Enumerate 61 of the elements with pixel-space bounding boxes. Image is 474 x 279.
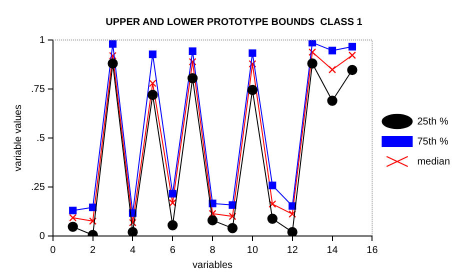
point: [348, 52, 356, 60]
x-tick-label: 2: [90, 244, 96, 256]
point: [248, 49, 256, 57]
point: [348, 42, 356, 50]
point: [208, 210, 216, 218]
point: [288, 210, 296, 218]
point: [268, 200, 276, 208]
point: [328, 66, 336, 74]
x-tick-label: 16: [366, 244, 378, 256]
point: [68, 222, 78, 232]
point: [268, 182, 276, 190]
x-axis-title: variables: [192, 260, 233, 271]
x-tick-label: 10: [246, 244, 258, 256]
x-tick-label: 14: [326, 244, 338, 256]
point: [248, 60, 256, 68]
point: [228, 212, 236, 220]
point: [168, 220, 178, 230]
y-tick-label: .5: [36, 132, 46, 144]
point: [128, 218, 137, 226]
y-tick-label: .25: [30, 182, 46, 193]
x-tick-label: 8: [210, 244, 216, 256]
point: [108, 40, 117, 48]
point: [108, 58, 118, 69]
point: [148, 90, 158, 100]
x-tick-label: 6: [170, 244, 176, 256]
point: [168, 199, 176, 207]
point: [148, 80, 156, 88]
x-tick-label: 4: [130, 244, 136, 256]
y-axis-title: variable values: [12, 104, 24, 172]
point: [267, 214, 278, 224]
point: [148, 50, 156, 58]
point: [308, 40, 316, 46]
point: [188, 58, 196, 66]
point: [69, 214, 77, 222]
point: [287, 226, 298, 236]
point: [207, 215, 218, 226]
point: [128, 226, 138, 236]
legend-label: 25th %: [417, 116, 448, 128]
legend-label: 75th %: [417, 136, 448, 148]
point: [247, 84, 258, 96]
legend-label: median: [417, 156, 450, 168]
point: [89, 217, 97, 225]
point: [328, 46, 336, 54]
y-tick-label: .75: [30, 84, 46, 95]
x-tick-label: 12: [286, 244, 298, 256]
point: [227, 223, 238, 234]
point: [108, 52, 117, 60]
point: [307, 58, 318, 69]
point: [168, 190, 176, 198]
point: [69, 206, 77, 214]
point: [187, 73, 198, 84]
point: [347, 64, 358, 76]
y-tick-label: 1: [39, 34, 46, 46]
point: [327, 96, 338, 106]
chart-title: UPPER AND LOWER PROTOTYPE BOUNDS CLASS 1: [106, 16, 363, 28]
point: [308, 48, 316, 56]
x-tick-label: 0: [50, 244, 56, 256]
point: [228, 201, 236, 209]
point: [188, 47, 196, 55]
point: [288, 202, 296, 210]
y-tick-label: 0: [39, 230, 46, 242]
